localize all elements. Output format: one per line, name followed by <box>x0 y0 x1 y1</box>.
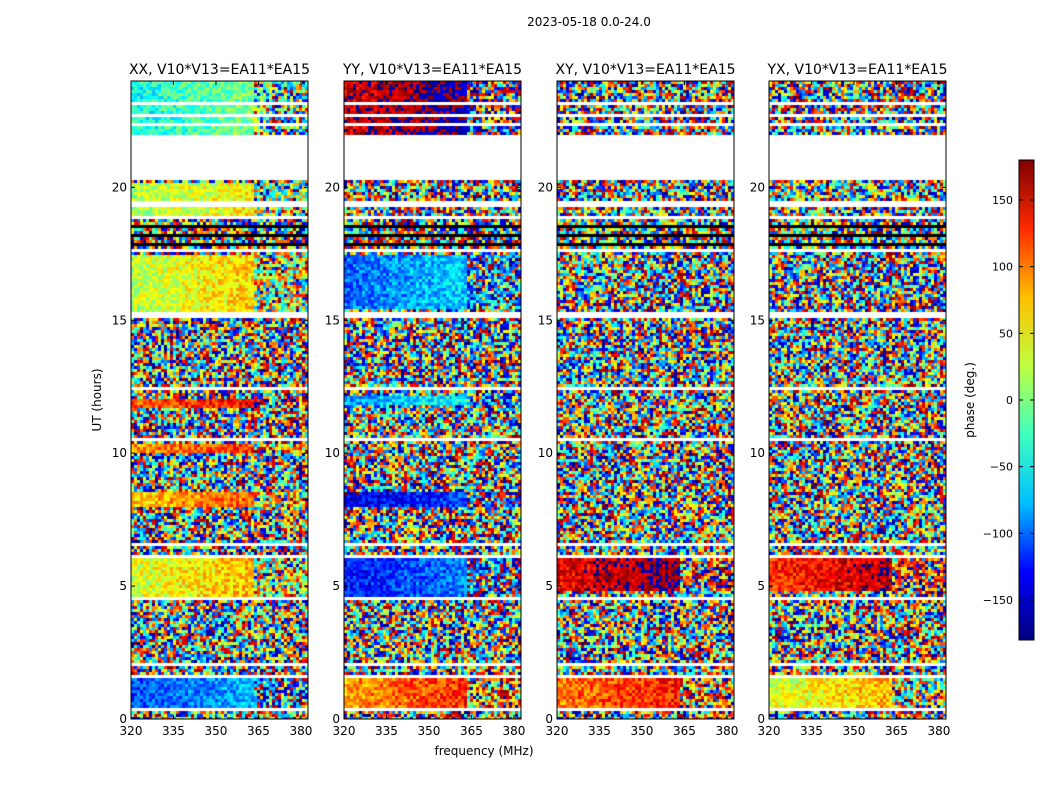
panel-1: YY, V10*V13=EA11*EA15 320 335 350 365 380 0 5 10… <box>325 62 526 738</box>
colorbar-tick-label: −50 <box>990 461 1013 474</box>
panel-frame <box>556 80 735 720</box>
panel-3: YX, V10*V13=EA11*EA15 320 335 350 365 380 0 5 10… <box>750 62 951 738</box>
x-tick-label: 365 <box>885 724 908 738</box>
y-tick-label: 5 <box>545 579 553 593</box>
x-tick-label: 335 <box>375 724 398 738</box>
panel-title: YY, V10*V13=EA11*EA15 <box>342 62 522 78</box>
figure-suptitle: 2023-05-18 0.0-24.0 <box>527 15 651 29</box>
x-tick-label: 335 <box>162 724 185 738</box>
colorbar-label: phase (deg.) <box>963 362 977 438</box>
panels: XX, V10*V13=EA11*EA15 320 335 350 365 380 0 5 10… <box>112 62 951 738</box>
colorbar-tick-label: −150 <box>983 594 1013 607</box>
y-tick-label: 0 <box>332 712 340 726</box>
x-tick-label: 380 <box>715 724 738 738</box>
x-tick-label: 320 <box>758 724 781 738</box>
x-tick-label: 350 <box>418 724 441 738</box>
x-tick-label: 320 <box>333 724 356 738</box>
colorbar-tick-label: 50 <box>999 327 1013 340</box>
y-tick-label: 5 <box>757 579 765 593</box>
x-tick-label: 380 <box>502 724 525 738</box>
panel-title: YX, V10*V13=EA11*EA15 <box>766 62 947 78</box>
y-tick-label: 10 <box>750 446 765 460</box>
x-tick-label: 335 <box>588 724 611 738</box>
colorbar-tick-label: 150 <box>992 194 1013 207</box>
phase-heatmap-image <box>557 81 734 719</box>
y-tick-label: 0 <box>119 712 127 726</box>
x-tick-label: 365 <box>673 724 696 738</box>
phase-heatmap-image <box>344 81 521 719</box>
y-tick-label: 20 <box>538 180 553 194</box>
colorbar-tick-label: 100 <box>992 261 1013 274</box>
x-tick-label: 350 <box>843 724 866 738</box>
x-tick-label: 365 <box>247 724 270 738</box>
y-tick-label: 0 <box>757 712 765 726</box>
x-tick-label: 380 <box>289 724 312 738</box>
colorbar: 150 100 50 0 −50 −100 −150 <box>983 159 1035 641</box>
x-tick-label: 380 <box>927 724 950 738</box>
y-tick-label: 15 <box>325 313 340 327</box>
panel-2: XY, V10*V13=EA11*EA15 320 335 350 365 380 0 5 10… <box>538 62 739 738</box>
y-tick-label: 15 <box>112 313 127 327</box>
x-tick-label: 350 <box>631 724 654 738</box>
y-tick-label: 20 <box>112 180 127 194</box>
phase-heatmap-image <box>131 81 308 719</box>
y-tick-label: 10 <box>112 446 127 460</box>
x-tick-label: 365 <box>460 724 483 738</box>
x-tick-label: 335 <box>800 724 823 738</box>
panel-frame <box>343 80 522 720</box>
y-axis-label: UT (hours) <box>90 368 104 431</box>
y-tick-label: 15 <box>538 313 553 327</box>
panel-frame <box>768 80 947 720</box>
y-tick-label: 10 <box>325 446 340 460</box>
y-tick-label: 5 <box>119 579 127 593</box>
x-tick-label: 320 <box>120 724 143 738</box>
phase-heatmap-image <box>769 81 946 719</box>
y-tick-label: 20 <box>750 180 765 194</box>
y-tick-label: 20 <box>325 180 340 194</box>
x-tick-label: 320 <box>546 724 569 738</box>
colorbar-tick-label: −100 <box>983 527 1013 540</box>
y-tick-label: 0 <box>545 712 553 726</box>
panel-0: XX, V10*V13=EA11*EA15 320 335 350 365 380 0 5 10… <box>112 62 313 738</box>
panel-title: XX, V10*V13=EA11*EA15 <box>129 62 310 78</box>
y-tick-label: 5 <box>332 579 340 593</box>
colorbar-tick-label: 0 <box>1006 394 1013 407</box>
y-tick-label: 15 <box>750 313 765 327</box>
panel-title: XY, V10*V13=EA11*EA15 <box>555 62 735 78</box>
x-axis-label: frequency (MHz) <box>434 744 533 758</box>
x-tick-label: 350 <box>205 724 228 738</box>
y-tick-label: 10 <box>538 446 553 460</box>
panel-frame <box>130 80 309 720</box>
